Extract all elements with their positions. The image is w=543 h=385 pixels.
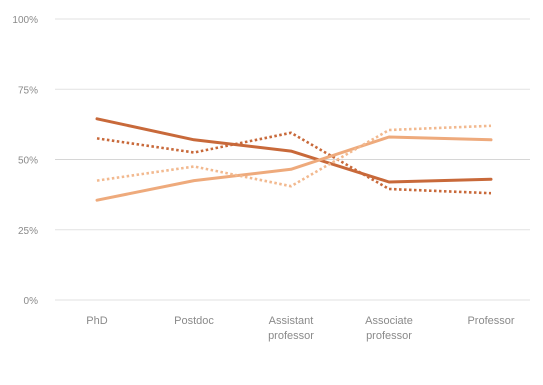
x-tick-label: Assistant professor [268, 315, 314, 342]
y-tick-label: 50% [18, 156, 38, 167]
x-tick-label: Professor [467, 315, 514, 327]
y-tick-label: 75% [18, 85, 38, 96]
series-line-3-solid [95, 135, 493, 202]
series-line-1-solid [95, 117, 493, 184]
series-lines [95, 117, 493, 202]
y-axis-ticks: 0% 25% 50% 75% 100% [12, 15, 38, 307]
x-tick-label: Postdoc [174, 315, 214, 327]
y-tick-label: 0% [24, 296, 39, 307]
y-tick-label: 25% [18, 226, 38, 237]
x-tick-label: PhD [86, 315, 107, 327]
series-line-4-dotted [96, 124, 492, 188]
y-tick-label: 100% [12, 15, 38, 26]
x-tick-label: Associate professor [365, 315, 413, 342]
grid-lines [55, 18, 530, 301]
x-axis-ticks: PhD Postdoc Assistant professor Associate pro… [86, 315, 515, 342]
series-line-2-dotted [96, 131, 492, 195]
